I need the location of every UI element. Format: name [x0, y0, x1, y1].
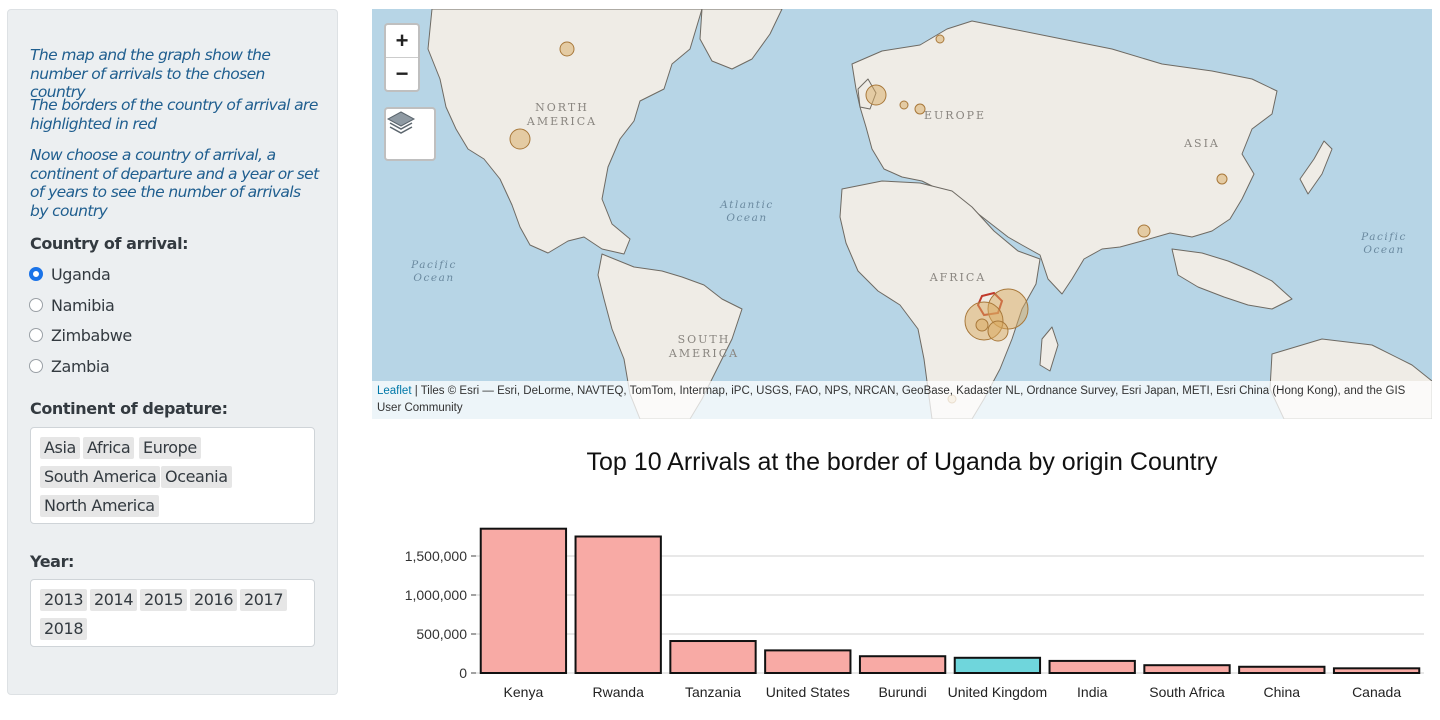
- bar[interactable]: [1143, 664, 1231, 674]
- tag-north-america[interactable]: North America: [40, 495, 159, 517]
- x-tick-label: Canada: [1352, 684, 1401, 700]
- x-tick-label: United Kingdom: [948, 684, 1048, 700]
- radio-label: Uganda: [51, 264, 111, 284]
- year-multiselect[interactable]: 2013 2014 2015 2016 2017 2018: [30, 579, 315, 647]
- x-tick-label: Tanzania: [685, 684, 741, 700]
- intro-text-3: Now choose a country of arrival, a conti…: [30, 146, 319, 220]
- japan-landmass: [1299, 140, 1333, 195]
- radio-label: Zimbabwe: [51, 325, 132, 345]
- bubble-burundi[interactable]: [975, 318, 989, 332]
- tag-year-2015[interactable]: 2015: [140, 589, 188, 611]
- tag-year-2017[interactable]: 2017: [240, 589, 288, 611]
- bar-chart: 0 500,000 1,000,000 1,500,000 Kenya Rwanda Tan…: [405, 527, 1424, 700]
- tag-europe[interactable]: Europe: [139, 437, 201, 459]
- sidebar-panel: The map and the graph show the number of…: [7, 9, 338, 695]
- label-south-america: SOUTH AMERICA: [668, 333, 740, 360]
- attribution-text: | Tiles © Esri — Esri, DeLorme, NAVTEQ, …: [377, 385, 1406, 414]
- zoom-out-button[interactable]: −: [395, 61, 409, 86]
- tag-year-2014[interactable]: 2014: [90, 589, 138, 611]
- x-tick-label: Rwanda: [593, 684, 645, 700]
- tag-africa[interactable]: Africa: [83, 437, 135, 459]
- radio-button[interactable]: [29, 359, 43, 373]
- leaflet-link[interactable]: Leaflet: [377, 385, 412, 397]
- bubble-europe-1[interactable]: [914, 103, 926, 115]
- radio-uganda[interactable]: Uganda: [29, 263, 111, 285]
- bar[interactable]: [669, 640, 757, 675]
- madagascar-landmass: [1039, 326, 1059, 372]
- country-of-arrival-label: Country of arrival:: [30, 234, 189, 253]
- x-tick-label: China: [1264, 684, 1301, 700]
- x-tick-label: South Africa: [1149, 684, 1225, 700]
- bubble-canada[interactable]: [559, 41, 575, 57]
- tag-year-2013[interactable]: 2013: [40, 589, 88, 611]
- label-pacific-ocean-east: Pacific Ocean: [1361, 231, 1407, 256]
- eurasia-landmass: [851, 20, 1278, 295]
- intro-text-2: The borders of the country of arrival ar…: [30, 96, 318, 133]
- label-europe: EUROPE: [924, 109, 987, 122]
- y-tick-label: 1,000,000: [405, 587, 467, 603]
- map-tiles: [372, 9, 1432, 419]
- bar[interactable]: [764, 649, 852, 675]
- tag-year-2018[interactable]: 2018: [40, 618, 88, 640]
- radio-zimbabwe[interactable]: Zimbabwe: [29, 324, 132, 346]
- y-tick-label: 1,500,000: [405, 548, 467, 564]
- map-attribution: Leaflet | Tiles © Esri — Esri, DeLorme, …: [372, 381, 1432, 419]
- layers-icon: [386, 111, 416, 134]
- label-africa: AFRICA: [929, 271, 987, 284]
- zoom-control: + −: [384, 23, 420, 92]
- label-north-america: NORTH AMERICA: [526, 101, 598, 128]
- bar[interactable]: [1332, 667, 1421, 675]
- bubble-china[interactable]: [1216, 173, 1228, 185]
- greenland-landmass: [699, 9, 783, 70]
- year-label: Year:: [30, 552, 75, 571]
- bar[interactable]: [1238, 665, 1326, 674]
- zoom-in-button[interactable]: +: [386, 25, 418, 58]
- bubble-europe-3[interactable]: [935, 34, 945, 44]
- radio-label: Namibia: [51, 295, 115, 315]
- chart-title: Top 10 Arrivals at the border of Uganda …: [586, 448, 1218, 476]
- bubble-united-kingdom[interactable]: [865, 84, 887, 106]
- x-tick-label: United States: [766, 684, 850, 700]
- radio-label: Zambia: [51, 356, 110, 376]
- bubble-india[interactable]: [1137, 224, 1151, 238]
- radio-button-checked[interactable]: [29, 267, 43, 281]
- tag-year-2016[interactable]: 2016: [190, 589, 238, 611]
- bar[interactable]: [479, 527, 568, 675]
- bar[interactable]: [1048, 659, 1136, 675]
- tag-oceania[interactable]: Oceania: [161, 466, 232, 488]
- bubble-europe-2[interactable]: [899, 100, 909, 110]
- radio-button[interactable]: [29, 298, 43, 312]
- bar[interactable]: [953, 656, 1042, 674]
- radio-zambia[interactable]: Zambia: [29, 355, 110, 377]
- label-atlantic-ocean: Atlantic Ocean: [720, 199, 774, 224]
- layers-control-button[interactable]: [384, 107, 436, 161]
- label-asia: ASIA: [1184, 137, 1220, 150]
- label-pacific-ocean-west: Pacific Ocean: [411, 259, 457, 284]
- tag-south-america[interactable]: South America: [40, 466, 161, 488]
- continent-multiselect[interactable]: Asia Africa Europe South America Oceania…: [30, 427, 315, 524]
- y-tick-label: 500,000: [416, 626, 467, 642]
- bubble-united-states[interactable]: [509, 128, 531, 150]
- continent-label: Continent of depature:: [30, 399, 228, 418]
- intro-text-1: The map and the graph show the number of…: [30, 46, 271, 101]
- bar[interactable]: [574, 535, 662, 674]
- x-tick-label: Kenya: [504, 684, 544, 700]
- tag-asia[interactable]: Asia: [40, 437, 80, 459]
- radio-button[interactable]: [29, 328, 43, 342]
- x-tick-label: India: [1077, 684, 1108, 700]
- bar[interactable]: [858, 655, 947, 674]
- radio-namibia[interactable]: Namibia: [29, 294, 115, 316]
- bubble-tanzania[interactable]: [987, 320, 1009, 342]
- indonesia-landmass: [1171, 248, 1293, 310]
- x-tick-label: Burundi: [878, 684, 926, 700]
- y-tick-label: 0: [459, 665, 467, 681]
- north-america-landmass: [427, 9, 703, 255]
- world-map[interactable]: NORTH AMERICA SOUTH AMERICA EUROPE ASIA …: [372, 9, 1432, 419]
